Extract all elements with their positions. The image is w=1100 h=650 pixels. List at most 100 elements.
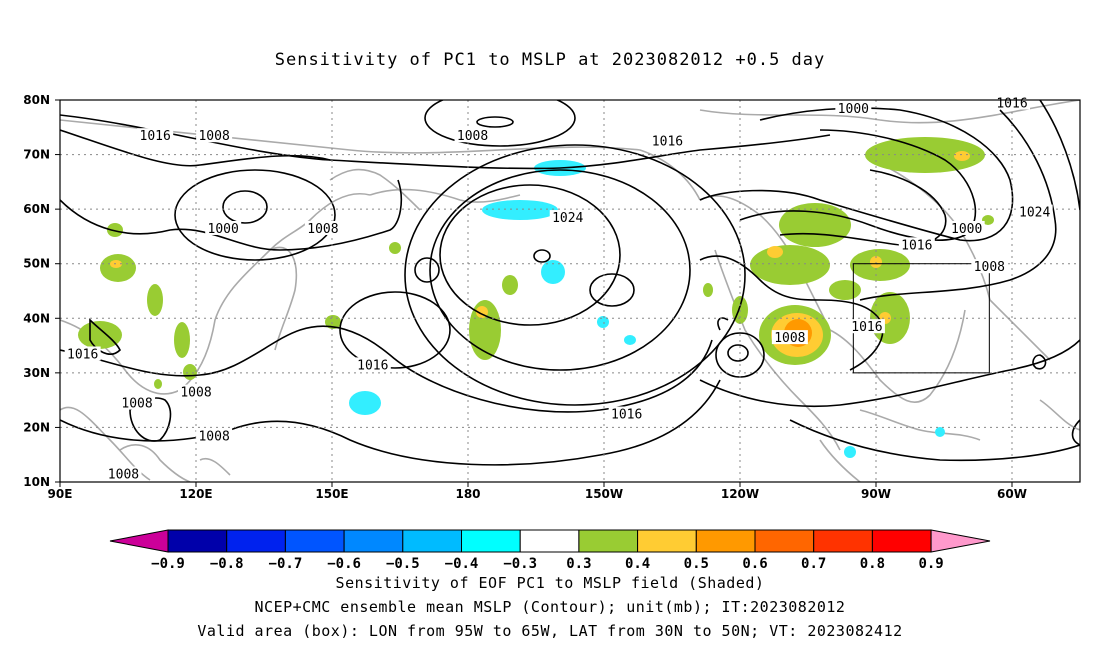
contour-label: 1008 [198,429,229,444]
longitude-labels: 90E 120E 150E 180 150W 120W 90W 60W [48,482,1027,501]
contour-label: 1024 [1019,206,1050,221]
colorbar-swatch [226,529,286,553]
colorbar: −0.9 −0.8 −0.7 −0.6 −0.5 −0.4 −0.3 0.3 0.4 0.5 0.6… [109,529,991,572]
lat-tick-label: 80N [23,93,50,107]
colorbar-label: 0.7 [801,556,826,572]
grid [60,100,1080,482]
lon-tick-label: 90E [48,487,73,501]
contour-label-bg [898,237,935,252]
lat-tick-label: 70N [23,148,50,162]
colorbar-high-triangle [930,529,991,553]
contour-label-bg [64,346,101,361]
contour-label: 1016 [901,238,932,253]
plot-frame [59,99,1081,483]
coastlines [60,100,1080,482]
shade-patch [174,322,190,358]
shade-patch [100,254,136,282]
contour-label: 1008 [180,386,211,401]
colorbar-swatch [402,529,462,553]
colorbar-label: 0.5 [684,556,709,572]
shade-patch [844,446,856,458]
contour-label: 1016 [611,408,642,423]
contour-label-bg [304,220,341,235]
lat-tick-label: 30N [23,366,50,380]
contour-label: 1008 [121,397,152,412]
shade-patch [767,246,783,258]
colorbar-label: −0.8 [210,556,244,572]
colorbar-label: −0.4 [445,556,479,572]
lon-tick-label: 90W [861,487,891,501]
contour-label-bg [835,100,872,115]
contour-label-bg [971,259,1008,274]
contour-label-bg [948,220,985,235]
contour-label-bg [178,384,214,399]
colorbar-swatch [754,529,815,553]
contour-label-bg [196,128,233,143]
contour-label-bg [137,128,174,143]
contour-label: 1016 [140,129,171,144]
lat-tick-label: 10N [23,475,50,489]
lon-tick-label: 150W [585,487,623,501]
shade-patch [750,245,830,285]
colorbar-swatch [578,529,639,553]
lon-tick-label: 180 [455,487,480,501]
shade-patch [482,200,558,220]
contour-label: 1008 [198,129,229,144]
shade-patch [107,223,123,237]
lon-tick-label: 120W [721,487,759,501]
contour-label: 1016 [357,358,388,373]
footer-line-1: Sensitivity of EOF PC1 to MSLP field (Sh… [335,574,765,592]
colorbar-label: −0.6 [327,556,361,572]
contour-label-bg [196,428,233,443]
mslp-contours [60,100,1080,466]
shade-patch [389,242,401,254]
contour-label: 1024 [552,211,583,226]
colorbar-swatch [813,529,873,553]
shade-patch [349,391,381,415]
contour-label-bg [119,395,156,410]
contour-label: 1008 [774,331,805,346]
colorbar-swatch [284,529,345,553]
contour-label-bg [454,128,491,143]
contour-label: 1008 [974,260,1005,275]
contour-label-bg [1016,204,1053,219]
lat-tick-label: 20N [23,420,50,434]
colorbar-label: 0.6 [742,556,767,572]
colorbar-swatch [343,529,404,553]
shade-patch [154,379,162,389]
lon-tick-label: 60W [997,487,1027,501]
shade-patch [78,321,122,349]
contour-label: 1008 [457,129,488,144]
contour-label: 1016 [67,347,98,362]
colorbar-label: −0.9 [151,556,185,572]
shade-patch [624,335,636,345]
shade-patch [703,283,713,297]
colorbar-label: −0.5 [386,556,420,572]
contour-label: 1000 [951,222,982,237]
footer-line-2: NCEP+CMC ensemble mean MSLP (Contour); u… [254,598,846,616]
contour-label-bg [105,466,142,481]
lon-tick-label: 150E [315,487,348,501]
colorbar-swatch [637,529,697,553]
contour-label-bg [608,406,645,421]
contour-label-bg [549,210,586,225]
lon-tick-label: 120E [179,487,212,501]
shade-patch [147,284,163,316]
colorbar-swatch [695,529,756,553]
colorbar-low-triangle [109,529,169,553]
shade-patch [597,316,609,328]
shade-patch [954,151,970,161]
colorbar-label: −0.7 [269,556,303,572]
colorbar-label: 0.3 [566,556,591,572]
contour-label: 1008 [108,468,139,483]
contour-label-bg [994,95,1030,110]
colorbar-label: 0.9 [918,556,943,572]
shade-patch [541,260,565,284]
contour-label: 1016 [851,320,882,335]
shade-patch [502,275,518,295]
contour-label: 1008 [307,222,338,237]
contour-label: 1000 [208,222,239,237]
contour-label-bg [205,220,242,235]
lat-tick-label: 60N [23,202,50,216]
